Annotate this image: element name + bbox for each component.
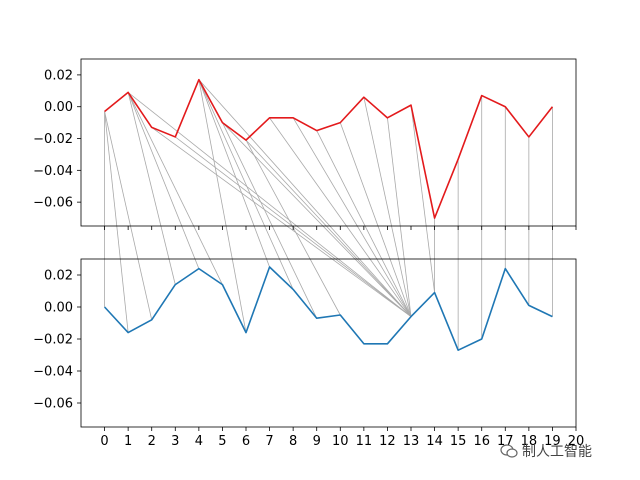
bottom-xtick-label: 14 (426, 434, 443, 449)
alignment-connector-17 (269, 117, 412, 317)
alignment-connector-13 (222, 122, 318, 319)
alignment-connectors (104, 79, 553, 351)
alignment-connector-2 (104, 111, 153, 320)
alignment-connector-22 (387, 117, 412, 317)
top-series-line (104, 78, 554, 219)
bottom-ytick-label: 0.02 (44, 269, 73, 284)
bottom-panel: 0.020.00−0.02−0.04−0.060 1 2 3 4 5 6 7 8 9 10 11 12 1… (33, 258, 585, 449)
bottom-ytick-label: −0.04 (33, 365, 73, 380)
alignment-connector-3 (127, 92, 176, 285)
bottom-xtick-label: 0 (100, 434, 108, 449)
bottom-xtick-label: 9 (313, 434, 321, 449)
bottom-series-line (103, 266, 553, 352)
bottom-xtick-label: 19 (544, 434, 561, 449)
top-ytick-label: −0.02 (33, 132, 73, 147)
alignment-connector-6 (127, 92, 412, 317)
bottom-xtick-label: 3 (171, 434, 179, 449)
alignment-connector-9 (198, 79, 247, 333)
wechat-icon (500, 444, 518, 458)
bottom-xtick-label: 11 (356, 434, 373, 449)
bottom-xtick-label: 20 (568, 434, 585, 449)
bottom-xtick-label: 2 (148, 434, 156, 449)
bottom-ytick-label: −0.02 (33, 333, 73, 348)
alignment-connector-20 (339, 122, 412, 317)
alignment-connector-23 (410, 105, 435, 293)
alignment-connector-11 (198, 79, 294, 290)
bottom-xtick-label: 7 (265, 434, 273, 449)
alignment-connector-14 (222, 122, 412, 317)
bottom-xtick-label: 1 (124, 434, 132, 449)
alignment-connector-21 (363, 97, 412, 317)
bottom-xtick-label: 18 (521, 434, 538, 449)
alignment-connector-16 (245, 139, 412, 317)
alignment-connector-10 (198, 79, 270, 268)
bottom-xtick-label: 6 (242, 434, 250, 449)
bottom-ytick-label: −0.06 (33, 397, 73, 412)
bottom-axes-frame (80, 258, 577, 428)
bottom-xtick-label: 12 (379, 434, 396, 449)
bottom-xtick-label: 15 (450, 434, 467, 449)
alignment-connector-4 (127, 92, 200, 269)
bottom-xtick-label: 13 (403, 434, 420, 449)
bottom-xtick-label: 8 (289, 434, 297, 449)
top-axes-frame (80, 58, 577, 227)
alignment-connector-19 (316, 130, 412, 317)
bottom-xtick-label: 16 (473, 434, 490, 449)
top-ytick-label: 0.02 (44, 68, 73, 83)
alignment-connector-18 (292, 117, 412, 317)
alignment-connector-1 (104, 111, 129, 333)
watermark: 制人工智能 (500, 441, 592, 461)
bottom-xtick-label: 4 (195, 434, 203, 449)
watermark-text: 制人工智能 (522, 444, 592, 460)
bottom-ytick-label: 0.00 (44, 301, 73, 316)
alignment-connector-5 (127, 92, 223, 285)
bottom-xtick-label: 10 (332, 434, 349, 449)
top-panel: 0.02 0.00 −0.02 −0.04 −0.06 (33, 58, 577, 230)
bottom-xtick-label: 5 (218, 434, 226, 449)
top-ytick-label: 0.00 (44, 100, 73, 115)
top-ytick-label: −0.04 (33, 164, 73, 179)
top-ytick-label: −0.06 (33, 196, 73, 211)
alignment-connector-12 (198, 79, 412, 317)
alignment-connector-7 (151, 127, 412, 317)
